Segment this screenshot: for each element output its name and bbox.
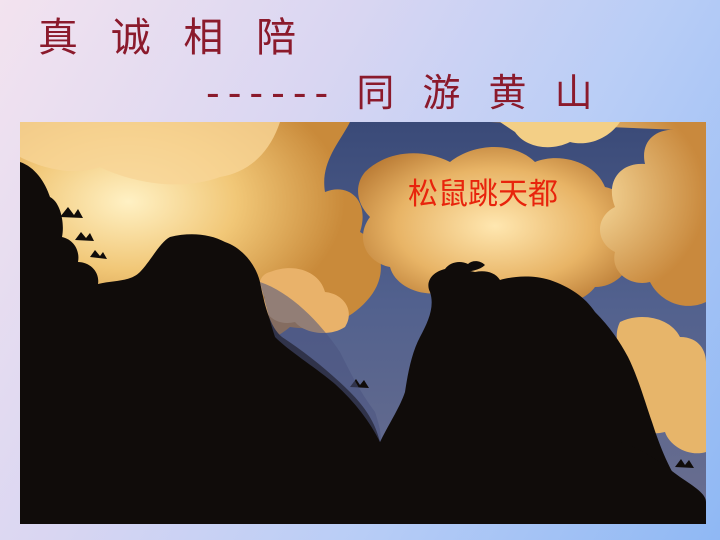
slide-title: 真 诚 相 陪 — [38, 15, 307, 61]
slide-subtitle: ------ 同 游 黄 山 — [206, 71, 601, 115]
huangshan-photo: 松鼠跳天都 — [20, 122, 706, 524]
photo-caption: 松鼠跳天都 — [408, 177, 558, 212]
photo-illustration — [20, 122, 706, 524]
mist — [260, 282, 381, 442]
mountain-silhouette — [20, 162, 706, 524]
